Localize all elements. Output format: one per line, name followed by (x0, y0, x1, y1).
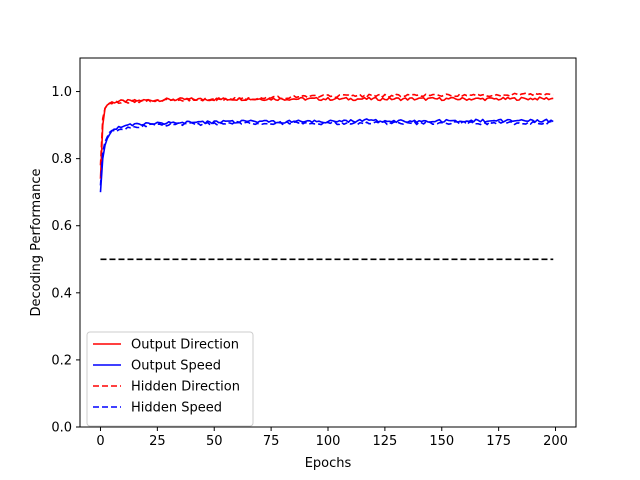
legend-label: Output Direction (131, 338, 239, 353)
legend: Output Direction Output Speed Hidden Direc… (86, 331, 254, 427)
y-tick-label: 0.4 (51, 286, 72, 301)
y-tick-label: 0.0 (51, 421, 72, 436)
x-tick-label: 175 (486, 434, 511, 449)
x-tick-label: 100 (316, 434, 341, 449)
y-tick-label: 0.8 (51, 152, 72, 167)
legend-box (86, 331, 254, 427)
y-axis-label: Decoding Performance (29, 169, 44, 317)
y-tick-label: 0.6 (51, 219, 72, 234)
x-tick-label: 150 (429, 434, 454, 449)
plot-area (99, 92, 554, 261)
x-tick-label: 25 (149, 434, 166, 449)
axes: 0 25 50 75 100 125 150 175 200 0.0 0.2 0.4 0.6 0.8 1.0 (51, 57, 577, 449)
series-line-hidden-speed (99, 120, 554, 186)
x-tick-label: 0 (96, 434, 104, 449)
legend-label: Hidden Speed (131, 401, 222, 416)
legend-label: Hidden Direction (131, 380, 240, 395)
y-tick-label: 1.0 (51, 85, 72, 100)
x-tick-label: 50 (206, 434, 223, 449)
y-tick-label: 0.2 (51, 353, 72, 368)
x-axis-label: Epochs (305, 456, 352, 471)
x-tick-label: 200 (543, 434, 568, 449)
legend-label: Output Speed (131, 359, 221, 374)
x-tick-label: 75 (263, 434, 280, 449)
x-tick-label: 125 (372, 434, 397, 449)
series-line-output-direction (99, 96, 554, 179)
series-line-hidden-direction (99, 92, 554, 166)
